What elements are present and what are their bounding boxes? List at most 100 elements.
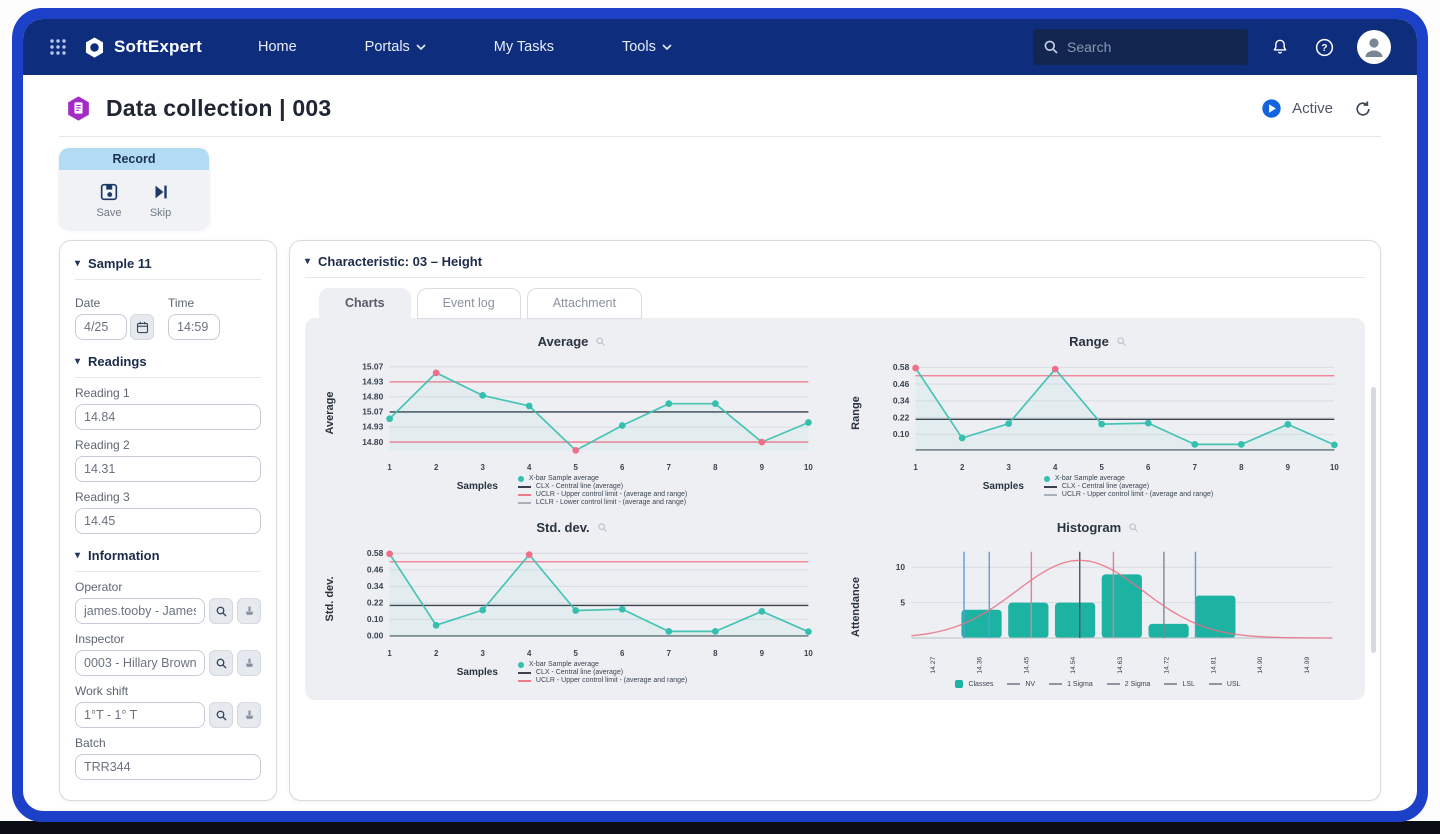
softexpert-logo-icon: [85, 36, 104, 58]
operator-input[interactable]: [75, 598, 205, 624]
legend-marker: [517, 485, 531, 488]
inspector-clear-button[interactable]: [237, 650, 261, 676]
charts-panel: Average Average 15.07 14.93 14.80 15.07 14.9…: [305, 318, 1365, 701]
svg-text:14.81: 14.81: [1210, 657, 1217, 674]
reading-1-input[interactable]: [75, 404, 261, 430]
user-avatar[interactable]: [1357, 30, 1391, 64]
skip-button[interactable]: Skip: [150, 181, 172, 219]
tab-attachment[interactable]: Attachment: [526, 288, 642, 319]
nav-item-tools[interactable]: Tools: [622, 39, 672, 55]
inspector-lookup-button[interactable]: [209, 650, 233, 676]
legend-label: CLX - Central line (average): [535, 483, 624, 491]
zoom-chart-icon[interactable]: [1116, 336, 1127, 347]
app-content: SoftExpert Home Portals My Tasks Tools: [23, 19, 1417, 811]
section-sample[interactable]: ▾ Sample 11: [75, 256, 261, 280]
status-badge: Active: [1292, 100, 1333, 117]
legend-label: NV: [1025, 680, 1036, 688]
nav-item-portals[interactable]: Portals: [365, 39, 426, 55]
collapse-triangle-icon: ▾: [75, 258, 81, 269]
legend-item: CLX - Central line (average): [1043, 483, 1213, 491]
svg-text:0.00: 0.00: [367, 631, 384, 641]
legend-item: LSL: [1164, 680, 1195, 688]
legend-item: UCLR - Upper control limit - (average an…: [1043, 491, 1213, 498]
softexpert-logo[interactable]: SoftExpert: [83, 36, 202, 59]
tab-event-log[interactable]: Event log: [416, 288, 521, 319]
work-shift-label: Work shift: [75, 684, 129, 698]
clear-brush-icon: [245, 710, 253, 719]
save-button[interactable]: Save: [96, 181, 122, 219]
legend-item: CLX - Central line (average): [517, 669, 687, 676]
scrollbar-thumb[interactable]: [1371, 387, 1376, 653]
date-label: Date: [75, 296, 101, 310]
legend-label: X-bar Sample average: [1054, 475, 1125, 483]
legend-item: X-bar Sample average: [1043, 475, 1213, 483]
operator-clear-button[interactable]: [237, 598, 261, 624]
nav-item-my-tasks[interactable]: My Tasks: [494, 39, 554, 55]
time-label: Time: [168, 296, 195, 310]
svg-text:7: 7: [667, 649, 672, 658]
calendar-button[interactable]: [130, 314, 154, 340]
search-icon: [216, 606, 227, 617]
svg-text:1: 1: [913, 463, 918, 472]
svg-text:10: 10: [896, 562, 906, 572]
save-label: Save: [96, 207, 122, 219]
app-grid-icon[interactable]: [49, 38, 67, 56]
record-toolbar: Record Save Skip: [59, 148, 209, 229]
legend-item: 1 Sigma: [1049, 680, 1093, 688]
section-information[interactable]: ▾ Information: [75, 548, 261, 572]
save-icon: [100, 183, 118, 201]
svg-text:0.34: 0.34: [367, 581, 384, 591]
global-search[interactable]: [1033, 29, 1248, 65]
refresh-button[interactable]: [1351, 97, 1375, 121]
calendar-icon: [136, 321, 148, 333]
operator-lookup-button[interactable]: [209, 598, 233, 624]
batch-label: Batch: [75, 736, 106, 750]
date-input[interactable]: [75, 314, 127, 340]
legend-item: CLX - Central line (average): [517, 483, 687, 491]
chart-std-dev: Std. dev. Std. dev. 0.58 0.46 0.34 0.22 0.10…: [323, 520, 821, 688]
svg-text:14.27: 14.27: [930, 657, 937, 674]
reading-3-input[interactable]: [75, 508, 261, 534]
search-input[interactable]: [1067, 39, 1227, 55]
grid-dots-icon: [50, 39, 66, 55]
batch-input[interactable]: [75, 754, 261, 780]
svg-text:5: 5: [574, 649, 579, 658]
section-characteristic[interactable]: ▾ Characteristic: 03 – Height: [305, 254, 1365, 278]
legend-item: UCLR - Upper control limit - (average an…: [517, 491, 687, 498]
inspector-input[interactable]: [75, 650, 205, 676]
time-input[interactable]: [168, 314, 220, 340]
help-button[interactable]: ?: [1312, 35, 1337, 60]
zoom-chart-icon[interactable]: [597, 522, 608, 533]
legend-label: CLX - Central line (average): [1061, 483, 1150, 491]
legend-marker: [517, 501, 531, 504]
page-title: Data collection | 003: [106, 95, 332, 121]
notifications-button[interactable]: [1268, 35, 1292, 59]
work-shift-lookup-button[interactable]: [209, 702, 233, 728]
section-readings[interactable]: ▾ Readings: [75, 354, 261, 378]
legend-marker: [1106, 683, 1120, 686]
navbar-right: ?: [1033, 29, 1391, 65]
reading-2-field: Reading 2: [75, 438, 261, 482]
chevron-down-icon: [416, 44, 426, 50]
svg-text:5: 5: [574, 463, 579, 472]
svg-text:9: 9: [1286, 463, 1291, 472]
legend-marker: [517, 671, 531, 674]
svg-text:0.22: 0.22: [893, 412, 910, 422]
tab-charts[interactable]: Charts: [319, 288, 411, 319]
svg-text:7: 7: [667, 463, 672, 472]
chart-histogram: Histogram Attendance 10 5 14.27 14.36 14.45 1…: [849, 520, 1347, 689]
legend-marker: [1043, 485, 1057, 488]
work-shift-clear-button[interactable]: [237, 702, 261, 728]
svg-text:2: 2: [434, 463, 439, 472]
app-window: SoftExpert Home Portals My Tasks Tools: [12, 8, 1428, 822]
bell-icon: [1273, 39, 1287, 54]
zoom-chart-icon[interactable]: [1128, 522, 1139, 533]
zoom-chart-icon[interactable]: [595, 336, 606, 347]
svg-text:0.10: 0.10: [893, 429, 910, 439]
chart-legend: X-bar Sample average CLX - Central line (…: [1043, 475, 1213, 498]
nav-item-home[interactable]: Home: [258, 39, 297, 55]
work-shift-input[interactable]: [75, 702, 205, 728]
reading-2-input[interactable]: [75, 456, 261, 482]
person-icon: [1365, 38, 1383, 57]
skip-label: Skip: [149, 207, 172, 219]
